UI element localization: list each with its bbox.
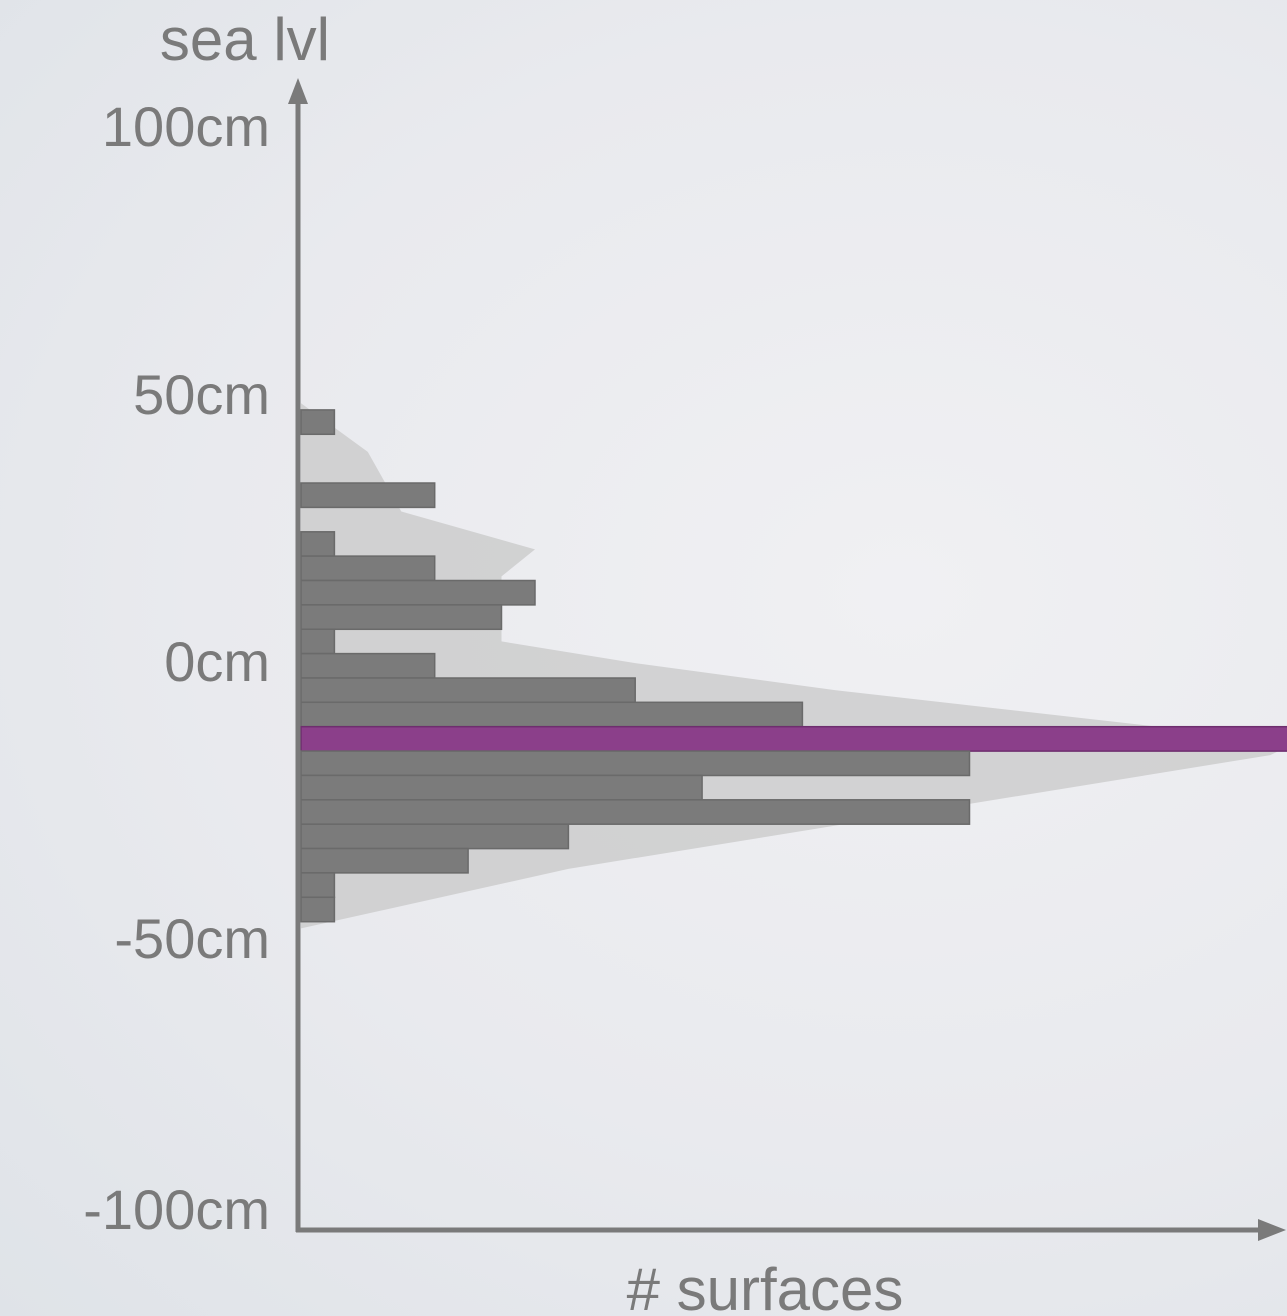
y-axis-title: sea lvl [160,6,330,73]
bars-layer [300,409,1287,923]
histogram-bar-5 [300,604,503,631]
histogram-bar-3 [300,555,436,582]
histogram-bar-11 [300,750,971,777]
histogram-bar-9 [300,701,804,728]
histogram-bar-8 [300,677,636,704]
histogram-bar-12 [300,774,703,801]
histogram-bar-4 [300,579,536,606]
histogram-bar-1 [300,482,436,509]
histogram-bar-13 [300,799,971,825]
histogram-bar-7 [300,652,436,679]
histogram-bar-highlighted [300,725,1287,752]
y-tick-label-minus-100: -100cm [83,1178,270,1241]
histogram-bar-15 [300,847,469,874]
histogram-bar-14 [300,823,570,850]
y-tick-label-50: 50cm [133,363,270,426]
y-tick-label-minus-50: -50cm [114,907,270,970]
labels-layer: sea lvl 100cm 50cm 0cm -50cm -100cm # su… [83,6,903,1316]
x-axis-arrowhead [1258,1219,1286,1241]
histogram-bar-0 [300,409,336,436]
axes-layer [288,78,1286,1241]
y-axis-arrowhead [288,78,308,104]
x-axis-title: # surfaces [627,1256,904,1316]
histogram-bar-17 [300,896,336,923]
histogram-bar-16 [300,872,336,899]
histogram-bar-2 [300,531,336,557]
y-tick-label-100: 100cm [102,95,270,158]
y-tick-label-0: 0cm [164,630,270,693]
histogram-bar-6 [300,628,336,655]
